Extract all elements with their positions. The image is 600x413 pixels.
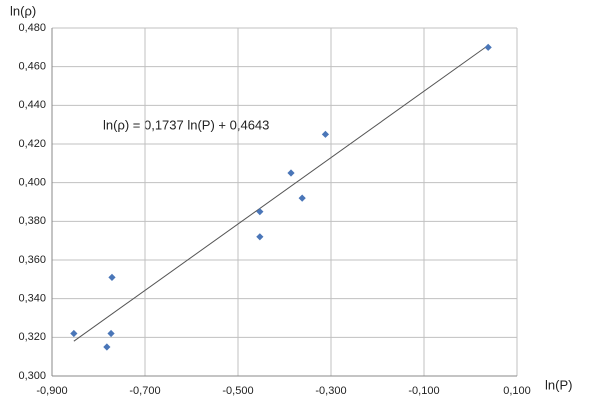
- x-tick-label: -0,900: [36, 385, 67, 397]
- trendline: [73, 44, 489, 342]
- point: [321, 130, 330, 138]
- y-tick-label: 0,460: [18, 61, 46, 73]
- point: [287, 169, 295, 177]
- y-axis-title: ln(ρ): [10, 3, 36, 18]
- y-tick-label: 0,480: [18, 22, 46, 34]
- y-tick-label: 0,340: [18, 293, 46, 305]
- x-tick-label: -0,300: [315, 385, 346, 397]
- point: [484, 43, 492, 51]
- y-tick-label: 0,380: [18, 215, 46, 227]
- y-tick-label: 0,400: [18, 177, 46, 189]
- point: [103, 343, 111, 351]
- point: [107, 329, 115, 338]
- y-tick-label: 0,440: [18, 99, 46, 111]
- x-axis-title: ln(P): [545, 377, 572, 392]
- y-tick-label: 0,300: [18, 370, 46, 382]
- equation: ln(ρ) = 0,1737 ln(P) + 0,4643: [103, 117, 269, 132]
- x-tick-label: -0,100: [408, 385, 439, 397]
- x-tick-label: -0,700: [129, 385, 160, 397]
- point: [298, 194, 306, 202]
- point: [256, 208, 264, 216]
- point: [108, 273, 116, 281]
- x-tick-label: 0,100: [503, 385, 531, 397]
- y-tick-label: 0,420: [18, 138, 46, 150]
- point: [256, 233, 264, 241]
- y-tick-label: 0,320: [18, 331, 46, 343]
- y-tick-label: 0,360: [18, 254, 46, 266]
- x-tick-label: -0,500: [222, 385, 253, 397]
- point: [70, 329, 78, 338]
